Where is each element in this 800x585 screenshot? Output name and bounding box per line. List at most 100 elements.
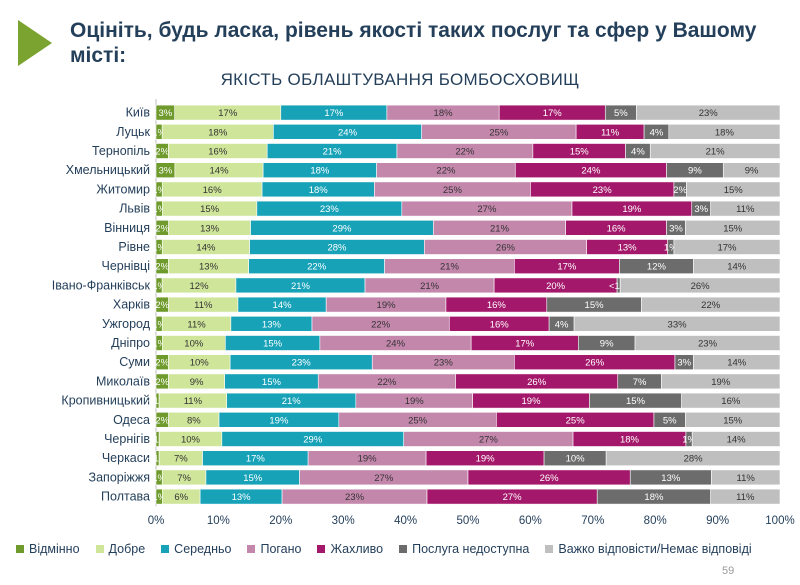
category-label: Ужгород: [102, 317, 151, 331]
data-label: 2%: [155, 223, 169, 234]
data-label: 2%: [155, 300, 169, 311]
data-label: 26%: [496, 243, 516, 254]
data-label: 27%: [479, 435, 499, 446]
data-label: 26%: [585, 358, 605, 369]
data-label: 13%: [199, 262, 219, 273]
data-label: 21%: [490, 223, 510, 234]
data-label: 21%: [323, 147, 343, 158]
data-label: 3%: [677, 358, 691, 369]
data-label: 21%: [282, 396, 302, 407]
data-label: 5%: [614, 108, 628, 119]
data-label: 14%: [727, 262, 747, 273]
data-label: 1%: [152, 281, 166, 292]
data-label: 9%: [688, 166, 702, 177]
data-label: 23%: [345, 492, 365, 503]
x-tick-label: 0%: [148, 515, 165, 527]
data-label: 24%: [386, 339, 406, 350]
data-label: 16%: [721, 396, 741, 407]
play-arrow-icon: [18, 20, 52, 66]
data-label: 29%: [303, 435, 323, 446]
bar-segment: [710, 200, 781, 217]
data-label: 21%: [440, 262, 460, 273]
data-label: 13%: [661, 473, 681, 484]
category-label: Харків: [113, 298, 150, 312]
category-label: Суми: [119, 355, 150, 369]
data-label: 22%: [307, 262, 327, 273]
data-label: 18%: [644, 492, 664, 503]
legend-swatch: [399, 545, 408, 553]
data-label: 1%: [152, 339, 166, 350]
data-label: 7%: [633, 377, 647, 388]
data-label: 10%: [181, 435, 201, 446]
category-label: Тернопіль: [92, 144, 150, 158]
bar-segment: [668, 123, 781, 140]
bar-segment: [681, 392, 781, 409]
data-label: 13%: [618, 243, 638, 254]
category-label: Черкаси: [102, 451, 150, 465]
data-label: 25%: [408, 415, 428, 426]
data-label: 25%: [566, 415, 586, 426]
bar-segment: [641, 296, 781, 313]
data-label: 23%: [320, 204, 340, 215]
data-label: 19%: [377, 300, 397, 311]
legend-item: Послуга недоступна: [399, 542, 529, 556]
data-label: 5%: [663, 415, 677, 426]
data-label: 24%: [581, 166, 601, 177]
x-tick-label: 80%: [644, 515, 667, 527]
data-label: 13%: [262, 319, 282, 330]
data-label: 21%: [291, 281, 311, 292]
stacked-bar-chart: Київ 3% 17% 17% 18% 17% 5% 23%Луцьк 1% 18% 24% 25% 1…: [52, 99, 795, 527]
data-label: 1%: [152, 492, 166, 503]
data-label: 15%: [243, 473, 263, 484]
data-label: <1%: [148, 454, 168, 465]
data-label: 17%: [218, 108, 238, 119]
bar-segment: [711, 469, 781, 486]
legend-label: Середньо: [174, 542, 232, 556]
bar-segment: [673, 239, 781, 255]
legend-item: Добре: [95, 542, 145, 556]
data-label: 18%: [715, 127, 735, 138]
data-label: 11%: [737, 473, 756, 484]
x-tick-label: 40%: [394, 515, 417, 527]
bar-segment: [686, 181, 781, 198]
data-label: 25%: [443, 185, 463, 196]
data-label: 19%: [476, 454, 496, 465]
data-label: 4%: [631, 147, 645, 158]
category-label: Луцьк: [116, 125, 150, 139]
data-label: 11%: [736, 204, 755, 215]
x-tick-label: 60%: [519, 515, 542, 527]
legend-item: Жахливо: [317, 542, 383, 556]
legend-item: Відмінно: [16, 542, 80, 556]
data-label: 26%: [527, 377, 547, 388]
bar-segment: [636, 104, 781, 121]
data-label: 11%: [184, 396, 203, 407]
data-label: 14%: [727, 358, 747, 369]
data-label: 1%: [664, 243, 678, 254]
data-label: 18%: [309, 185, 329, 196]
category-label: Чернівці: [102, 259, 151, 273]
data-label: 3%: [159, 166, 173, 177]
bar-segment: [573, 316, 781, 332]
data-label: 13%: [200, 223, 220, 234]
data-label: 19%: [358, 454, 378, 465]
x-tick-label: 50%: [456, 515, 479, 527]
data-label: 14%: [210, 166, 230, 177]
legend-label: Відмінно: [29, 542, 80, 556]
data-label: 22%: [701, 300, 721, 311]
legend-item: Важко відповісти/Немає відповіді: [545, 542, 752, 556]
data-label: 2%: [155, 147, 169, 158]
category-label: Миколаїв: [96, 374, 150, 388]
data-label: 2%: [155, 262, 169, 273]
data-label: 1%: [682, 435, 696, 446]
data-label: 2%: [155, 377, 169, 388]
category-label: Дніпро: [111, 336, 150, 350]
legend-swatch: [545, 545, 554, 553]
data-label: 11%: [187, 319, 206, 330]
category-label: Івано-Франківськ: [52, 278, 151, 292]
bar-segment: [661, 373, 781, 390]
bar-segment: [685, 411, 781, 428]
data-label: 16%: [208, 147, 228, 158]
data-label: 24%: [338, 127, 358, 138]
data-label: 1%: [152, 243, 166, 254]
